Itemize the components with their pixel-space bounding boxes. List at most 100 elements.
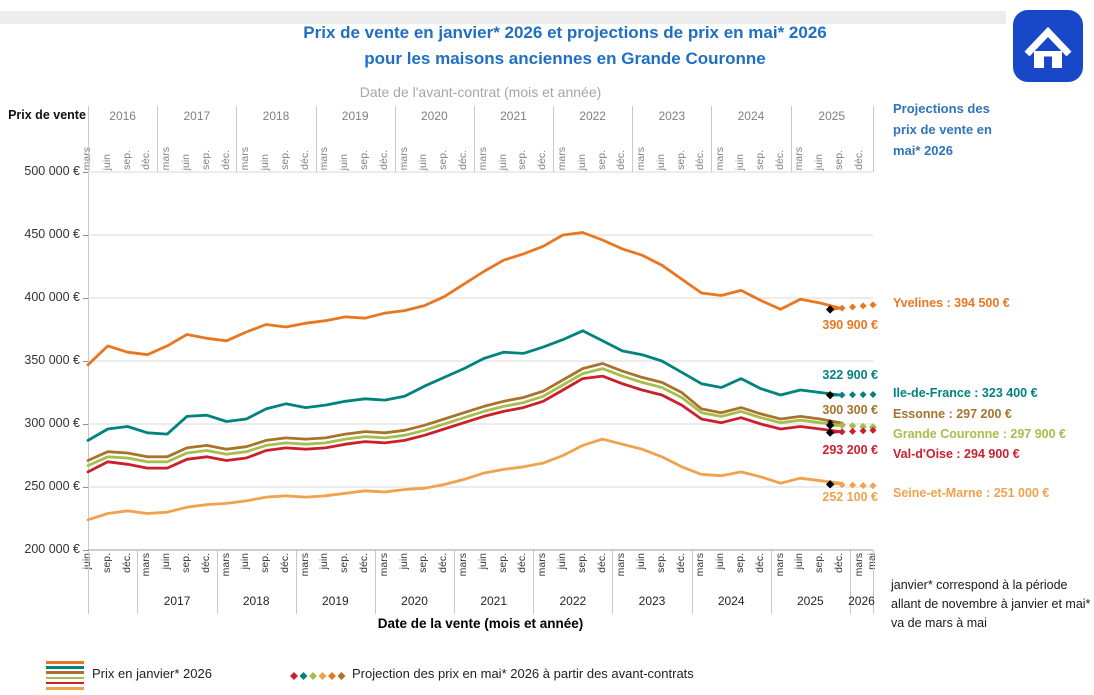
bottom-axis-month-label: mars <box>536 553 549 577</box>
bottom-axis-month-label: sep. <box>259 553 272 573</box>
legend-diamond-4 <box>328 672 336 680</box>
panel-label-ile_de_france: Ile-de-France : 323 400 € <box>893 386 1038 400</box>
end-marker-ile_de_france <box>825 390 835 400</box>
top-axis-month-label: déc. <box>694 150 707 170</box>
bottom-axis-month-label: sep. <box>496 553 509 573</box>
projection-marker-yvelines <box>849 303 857 311</box>
bottom-axis-month-label: juin <box>239 553 252 570</box>
projection-marker-seine_et_marne <box>849 481 857 489</box>
bottom-axis-month-label: juin <box>318 553 331 570</box>
top-axis-month-label: mars <box>793 146 806 170</box>
end-marker-seine_et_marne <box>825 480 835 489</box>
legend-line-yvelines <box>46 661 84 664</box>
legend-diamond-5 <box>337 672 346 680</box>
y-axis-tick-mark <box>83 235 88 236</box>
projection-marker-grande_couronne <box>849 422 857 430</box>
bottom-axis-month-label: sep. <box>575 553 588 573</box>
bottom-axis-month-label: mars <box>852 553 865 577</box>
legend-diamond-2 <box>309 672 317 680</box>
bottom-axis-month-label: mars <box>140 553 153 577</box>
legend-projection-diamonds <box>290 672 346 680</box>
bottom-axis-separator <box>374 550 376 614</box>
bottom-axis-month-label: juin <box>81 553 93 570</box>
top-axis-month-label: déc. <box>140 150 153 170</box>
home-button[interactable] <box>1012 9 1084 83</box>
bottom-axis-month-label: juin <box>714 553 727 570</box>
bottom-axis-month-label: juin <box>793 553 806 570</box>
bottom-axis-year-label: 2026 <box>848 594 875 608</box>
top-axis-month-label: mars <box>476 146 489 170</box>
legend-line-seine_et_marne <box>46 686 84 690</box>
bottom-axis-separator <box>873 550 874 614</box>
bottom-axis-month-label: sep. <box>654 553 667 573</box>
bottom-axis-month-label: sep. <box>179 553 192 573</box>
bottom-axis-month-label: mai <box>866 553 878 570</box>
top-axis-separator <box>790 106 792 172</box>
projection-marker-yvelines <box>859 302 867 310</box>
top-axis-month-label: sep. <box>199 150 212 170</box>
projection-marker-seine_et_marne <box>869 482 877 490</box>
bottom-axis-month-label: juin <box>476 553 489 570</box>
bottom-axis-year-label: 2023 <box>638 594 666 608</box>
projection-marker-grande_couronne <box>859 422 867 430</box>
projection-marker-val_doise <box>838 428 846 436</box>
bottom-axis-separator <box>137 550 139 614</box>
top-axis-month-label: sep. <box>595 150 608 170</box>
top-axis-month-label: juin <box>179 153 192 170</box>
bottom-axis-month-label: déc. <box>753 553 766 573</box>
top-axis-year-label: 2018 <box>262 109 290 123</box>
y-axis-tick-mark <box>83 424 88 425</box>
projection-marker-ile_de_france <box>859 391 867 399</box>
bottom-axis-month-label: déc. <box>120 553 133 573</box>
bottom-axis-year-label: 2022 <box>559 594 587 608</box>
top-axis-month-label: mars <box>81 146 93 170</box>
top-axis-month-label: sep. <box>278 150 291 170</box>
bottom-axis-year-label: 2018 <box>242 594 270 608</box>
panel-label-grande_couronne: Grande Couronne : 297 900 € <box>893 427 1066 441</box>
top-axis-separator <box>157 106 159 172</box>
bottom-axis-month-label: déc. <box>674 553 687 573</box>
top-axis-month-label: juin <box>100 153 113 170</box>
top-axis-month-label: sep. <box>833 150 846 170</box>
top-axis-separator <box>473 106 475 172</box>
projection-marker-val_doise <box>869 426 877 434</box>
y-axis-tick-label: 400 000 € <box>24 290 80 304</box>
bottom-axis-month-label: mars <box>377 553 390 577</box>
y-axis-tick-mark <box>83 172 88 173</box>
legend-projection-label: Projection des prix en mai* 2026 à parti… <box>352 666 694 681</box>
top-axis-month-label: déc. <box>615 150 628 170</box>
bottom-axis-month-label: sep. <box>813 553 826 573</box>
legend-diamond-3 <box>318 672 327 680</box>
end-value-label-val_doise: 293 200 € <box>822 442 878 457</box>
top-axis-month-label: sep. <box>516 150 529 170</box>
top-axis-month-label: mars <box>397 146 410 170</box>
top-axis-year-label: 2017 <box>183 109 211 123</box>
y-axis-tick-mark <box>83 298 88 299</box>
bottom-axis-separator <box>612 550 614 614</box>
bottom-axis-month-label: déc. <box>278 553 291 573</box>
top-axis-year-label: 2019 <box>341 109 369 123</box>
top-axis-month-label: déc. <box>377 150 390 170</box>
price-line-essonne <box>86 362 842 462</box>
bottom-axis-year-label: 2025 <box>796 594 824 608</box>
top-axis-year-label: 2016 <box>109 109 136 123</box>
end-marker-grande_couronne <box>825 421 835 430</box>
projection-marker-ile_de_france <box>838 391 846 399</box>
bottom-axis-month-label: déc. <box>358 553 371 573</box>
y-axis-tick-label: 250 000 € <box>24 479 80 493</box>
top-axis-month-label: déc. <box>852 150 865 170</box>
top-axis-separator <box>236 106 238 172</box>
line-chart-plot <box>86 171 877 551</box>
top-axis-title: Date de l'avant-contrat (mois et année) <box>359 84 602 100</box>
top-axis-month-label: mars <box>239 146 252 170</box>
panel-label-yvelines: Yvelines : 394 500 € <box>893 296 1010 310</box>
legend-diamond-0 <box>290 672 298 680</box>
projection-marker-grande_couronne <box>869 423 877 431</box>
page-title-line1: Prix de vente en janvier* 2026 et projec… <box>303 23 827 42</box>
bottom-axis-month-label: juin <box>397 553 410 570</box>
projection-marker-yvelines <box>869 301 877 309</box>
bottom-axis-month-label: mars <box>615 553 628 577</box>
top-divider-strip <box>0 11 1006 24</box>
bottom-axis-month-label: sep. <box>338 553 351 573</box>
y-axis-tick-label: 300 000 € <box>24 416 80 430</box>
